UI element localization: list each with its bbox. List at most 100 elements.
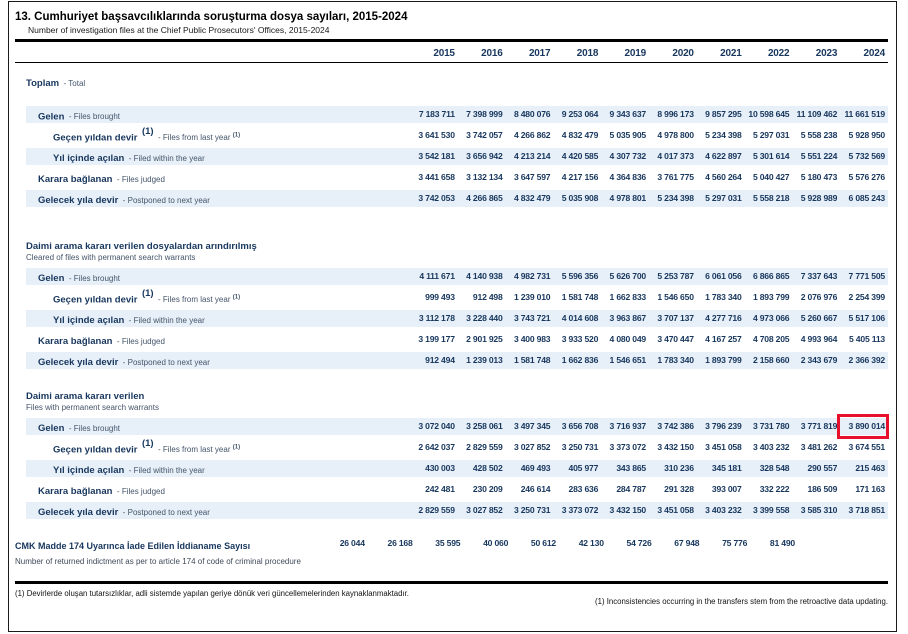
value-cell: 8 996 173 xyxy=(657,109,694,119)
value-cell: 3 716 937 xyxy=(609,421,647,431)
value-cell: 3 707 137 xyxy=(657,313,694,323)
row-label: CMK Madde 174 Uyarınca İade Edilen İddia… xyxy=(15,541,301,566)
value-cell: 2 343 679 xyxy=(800,355,838,365)
value-cell: 6 085 243 xyxy=(848,193,886,203)
value-cell: 3 742 053 xyxy=(418,193,455,203)
value-cell: 5 596 356 xyxy=(561,271,599,281)
row-values: 4 111 671 4 140 938 4 982 731 5 596 356 5 62… xyxy=(410,268,888,285)
value-cell: 54 726 xyxy=(626,538,652,548)
value-cell: 3 373 072 xyxy=(561,505,599,515)
value-cell: 3 250 731 xyxy=(561,442,599,452)
value-cell: 3 441 658 xyxy=(418,172,455,182)
value-cell: 999 493 xyxy=(425,292,455,302)
year-cell: 2019 xyxy=(624,48,647,59)
value-cell: 283 636 xyxy=(568,484,599,494)
row-values: 7 183 711 7 398 999 8 480 076 9 253 064 9 34… xyxy=(410,106,888,123)
table-row: Geçen yıldan devir (1) - Files from last… xyxy=(26,287,888,306)
row-label: Yıl içinde açılan - Filed within the yea… xyxy=(53,152,205,164)
value-cell: 5 260 667 xyxy=(800,313,838,323)
value-cell: 3 743 721 xyxy=(513,313,551,323)
value-cell: 242 481 xyxy=(425,484,455,494)
value-cell: 4 982 731 xyxy=(513,271,551,281)
value-cell: 35 595 xyxy=(435,538,461,548)
row-values: 3 742 053 4 266 865 4 832 479 5 035 908 4 97… xyxy=(410,190,888,207)
year-cell: 2023 xyxy=(815,48,838,59)
row-values: 3 641 530 3 742 057 4 266 862 4 832 479 5 03… xyxy=(410,127,888,144)
value-cell: 3 451 058 xyxy=(705,442,742,452)
block-header-cleared: Daimi arama kararı verilen dosyalardan a… xyxy=(26,241,888,262)
value-cell: 42 130 xyxy=(578,538,604,548)
year-cell: 2024 xyxy=(863,48,886,59)
value-cell: 5 558 238 xyxy=(800,130,838,140)
value-cell: 3 933 520 xyxy=(561,334,599,344)
value-cell: 50 612 xyxy=(530,538,556,548)
value-cell: 3 470 447 xyxy=(657,334,694,344)
table-row: Geçen yıldan devir (1) - Files from last… xyxy=(26,438,888,456)
value-cell: 4 017 373 xyxy=(657,151,694,161)
value-cell: 81 490 xyxy=(769,538,795,548)
value-cell: 230 209 xyxy=(472,484,503,494)
value-cell: 3 585 310 xyxy=(800,505,838,515)
value-cell: 5 297 031 xyxy=(705,193,742,203)
value-cell: 5 234 398 xyxy=(657,193,694,203)
row-label: Gelecek yıla devir - Postponed to next y… xyxy=(38,356,210,368)
value-cell: 3 432 150 xyxy=(657,442,694,452)
value-cell: 4 213 214 xyxy=(513,151,551,161)
value-cell: 3 674 551 xyxy=(848,442,886,452)
divider xyxy=(15,62,888,63)
value-cell: 5 253 787 xyxy=(657,271,694,281)
row-label: Karara bağlanan - Files judged xyxy=(38,173,165,185)
year-cell: 2021 xyxy=(720,48,742,59)
value-cell: 3 027 852 xyxy=(513,442,551,452)
value-cell: 4 622 897 xyxy=(705,151,742,161)
year-cell: 2022 xyxy=(767,48,790,59)
value-cell: 1 893 799 xyxy=(705,355,742,365)
value-cell: 3 403 232 xyxy=(705,505,742,515)
year-cells: 2015 2016 2017 2018 2019 2020 2021 2022 2023 2024 xyxy=(410,46,888,62)
value-cell: 171 163 xyxy=(855,484,885,494)
table-row: Yıl içinde açılan - Filed within the yea… xyxy=(26,148,888,165)
value-cell: 3 250 731 xyxy=(513,505,551,515)
block-header-tr: Daimi arama kararı verilen dosyalardan a… xyxy=(26,241,257,252)
value-cell: 4 364 836 xyxy=(609,172,647,182)
value-cell: 3 731 780 xyxy=(752,421,790,431)
value-cell: 4 140 938 xyxy=(466,271,503,281)
table-row: Gelen - Files brought 3 072 040 3 258 061… xyxy=(26,414,889,439)
value-cell: 246 614 xyxy=(520,484,551,494)
table-row: Gelecek yıla devir - Postponed to next y… xyxy=(26,502,888,519)
value-cell: 6 061 056 xyxy=(705,271,742,281)
value-cell: 4 420 585 xyxy=(561,151,599,161)
table-row: Karara bağlanan - Files judged 3 441 658… xyxy=(26,169,888,186)
value-cell: 2 076 976 xyxy=(800,292,838,302)
row-label: Geçen yıldan devir (1) - Files from last… xyxy=(53,287,241,306)
value-cell: 3 373 072 xyxy=(609,442,647,452)
row-values: 912 494 1 239 013 1 581 748 1 662 836 1 546 … xyxy=(410,352,888,369)
row-values: 3 112 178 3 228 440 3 743 721 4 014 608 3 96… xyxy=(410,310,888,327)
value-cell: 67 948 xyxy=(674,538,700,548)
value-cell: 3 432 150 xyxy=(609,505,647,515)
value-cell: 5 517 106 xyxy=(848,313,886,323)
value-cell: 3 761 775 xyxy=(657,172,694,182)
value-cell: 26 168 xyxy=(387,538,413,548)
table-row: Karara bağlanan - Files judged 242 481 23… xyxy=(26,481,888,498)
value-cell: 2 829 559 xyxy=(466,442,503,452)
value-cell: 7 337 643 xyxy=(800,271,838,281)
block-header-tr: Daimi arama kararı verilen xyxy=(26,391,145,402)
value-cell: 284 787 xyxy=(616,484,646,494)
value-cell: 1 239 010 xyxy=(513,292,551,302)
table-row: Karara bağlanan - Files judged 3 199 177… xyxy=(26,331,888,348)
value-cell: 4 978 801 xyxy=(609,193,647,203)
value-cell: 7 398 999 xyxy=(466,109,503,119)
year-header-row: 2015 2016 2017 2018 2019 2020 2021 2022 2023 2024 xyxy=(15,42,888,62)
value-cell: 215 463 xyxy=(855,463,885,473)
value-cell: 2 254 399 xyxy=(848,292,886,302)
value-cell: 2 642 037 xyxy=(418,442,455,452)
value-cell: 186 509 xyxy=(807,484,838,494)
value-cell: 4 560 264 xyxy=(705,172,742,182)
table-row: Yıl içinde açılan - Filed within the yea… xyxy=(26,460,888,477)
row-label: Yıl içinde açılan - Filed within the yea… xyxy=(53,314,205,326)
value-cell: 5 626 700 xyxy=(609,271,647,281)
value-cell: 10 598 645 xyxy=(748,109,790,119)
value-cell: 2 829 559 xyxy=(418,505,455,515)
row-values: 999 493 912 498 1 239 010 1 581 748 1 662 83… xyxy=(410,289,888,306)
